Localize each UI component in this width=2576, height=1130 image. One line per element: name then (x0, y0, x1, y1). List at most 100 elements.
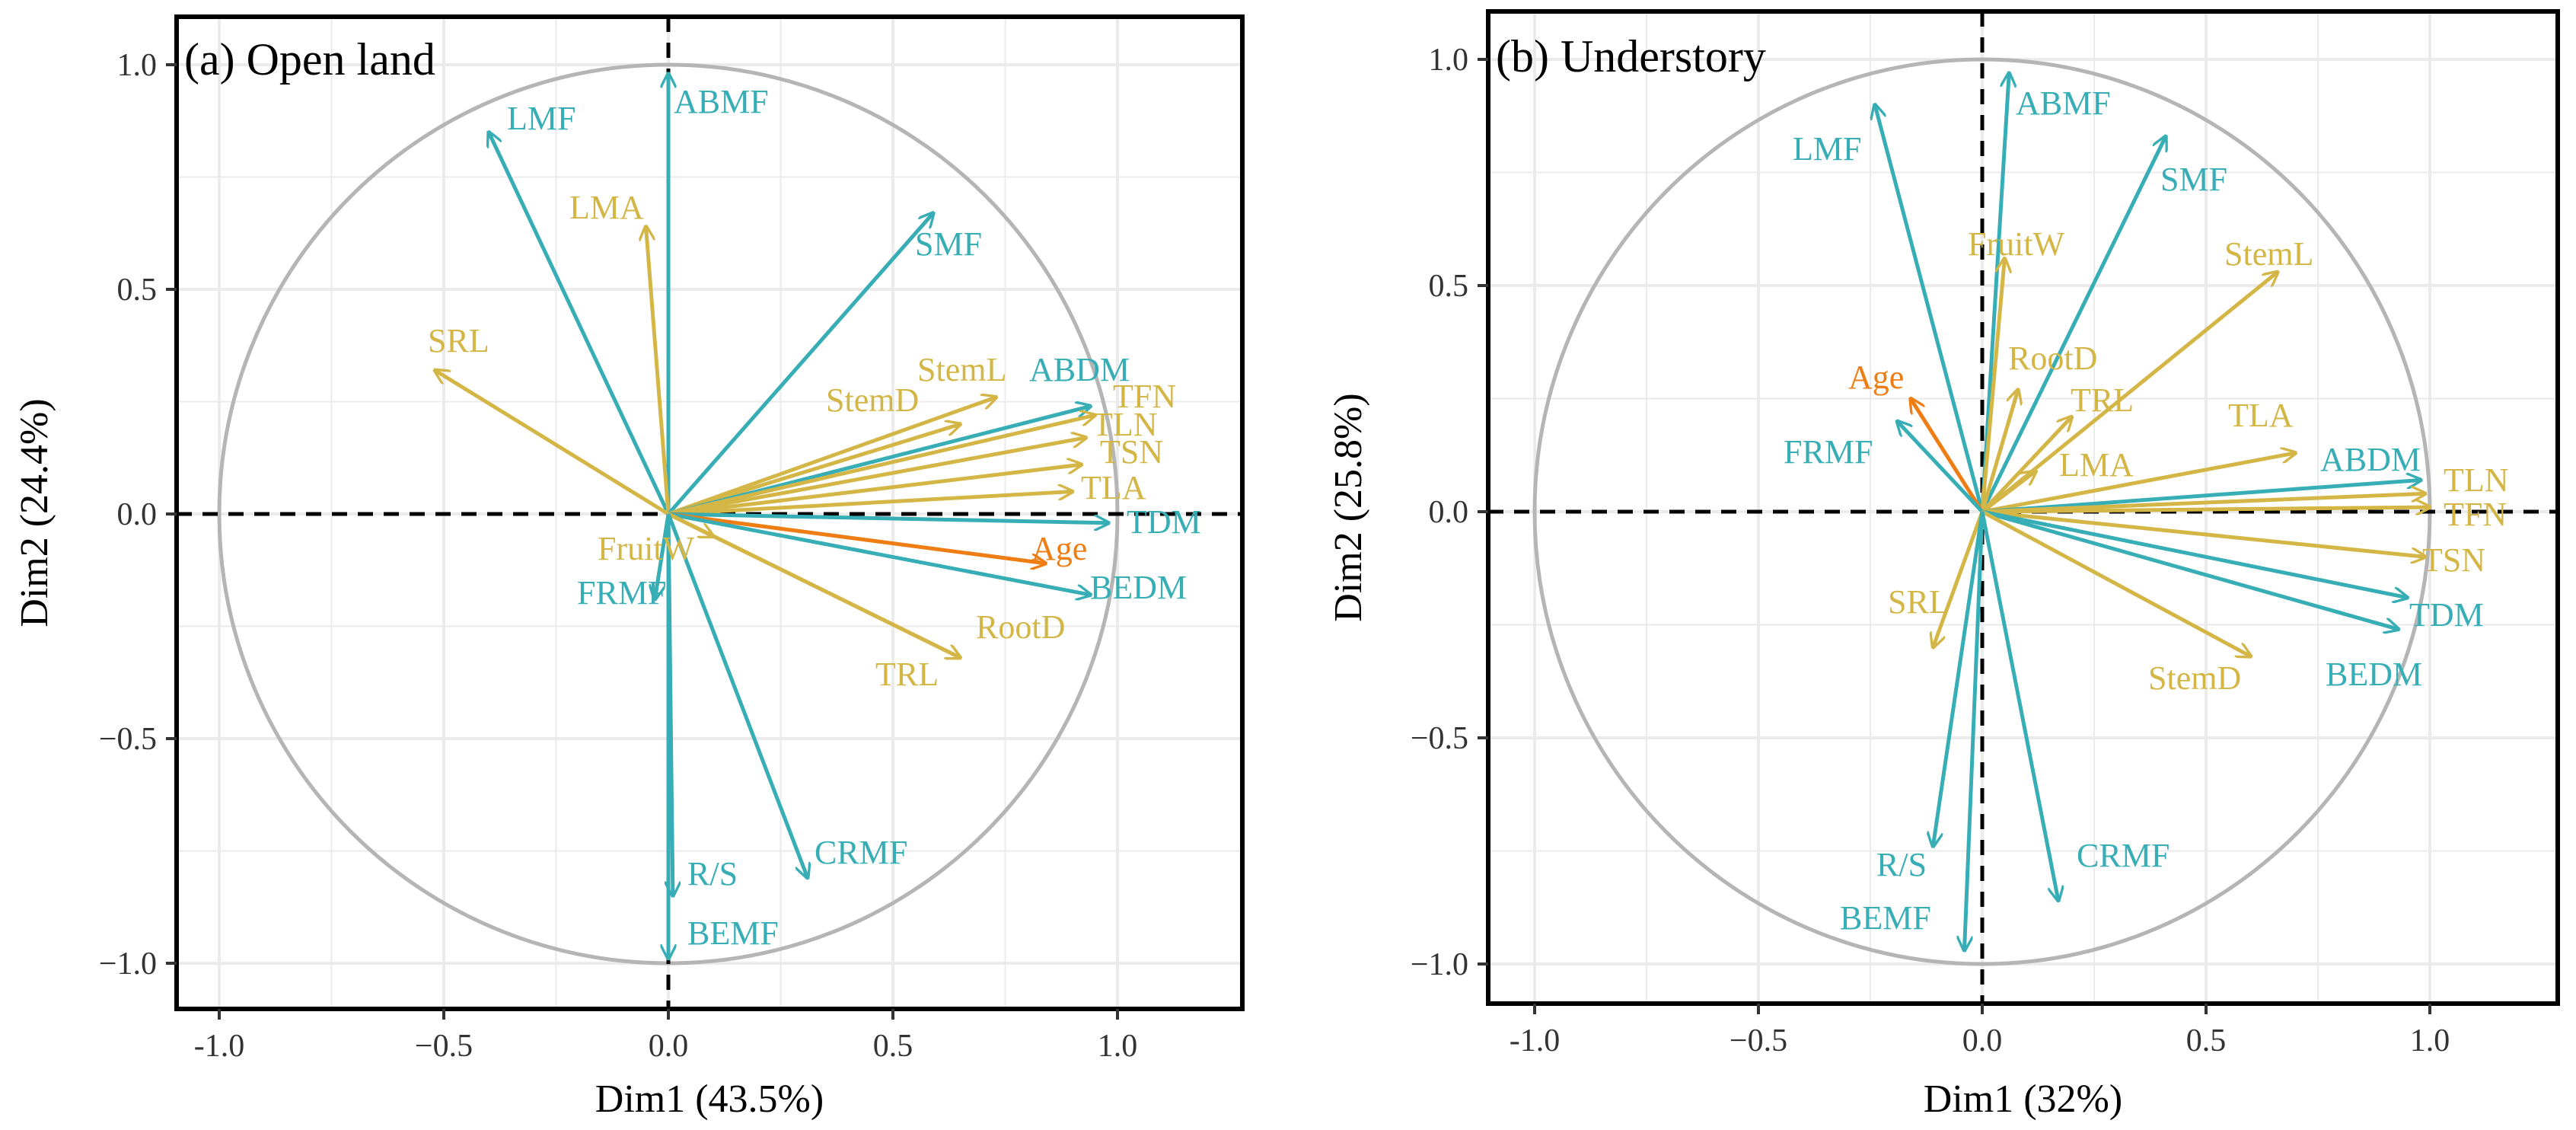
label-tla: TLA (2228, 397, 2294, 434)
label-tln: TLN (1092, 406, 1158, 443)
arrow-tsn (1981, 509, 2425, 557)
x-tick-label: 0.0 (1962, 1023, 2003, 1058)
arrow-tfn (668, 415, 1095, 516)
panel-open-land: ABMFLMFLMASMFSRLStemLStemDABDMTFNTLNTSNT… (13, 14, 1245, 1121)
arrow-stemd (1981, 509, 2251, 656)
label-tfn: TFN (1113, 378, 1176, 415)
arrow-frmf (1897, 421, 1984, 513)
label-tla: TLA (1081, 469, 1146, 506)
y-tick-label: −0.5 (1411, 721, 1468, 756)
arrow-bemf (1964, 511, 1985, 950)
y-tick-label: −0.5 (99, 722, 157, 757)
arrow-frmf (655, 513, 671, 599)
label-tdm: TDM (2409, 596, 2484, 634)
label-abmf: ABMF (2016, 85, 2111, 122)
x-tick-label: −0.5 (415, 1029, 473, 1064)
y-tick-label: 0.5 (117, 273, 158, 308)
label-bedm: BEDM (2326, 656, 2422, 693)
x-tick-label: 1.0 (1098, 1029, 1138, 1064)
panel-title: (b) Understory (1496, 31, 1766, 81)
label-r-s: R/S (687, 855, 738, 892)
arrow-abmf (1980, 73, 2009, 512)
label-age: Age (1031, 530, 1087, 567)
y-tick-label: 1.0 (1429, 43, 1469, 78)
label-tfn: TFN (2444, 496, 2507, 533)
label-tdm: TDM (1127, 503, 1201, 541)
arrow-age (1911, 399, 1985, 513)
arrow-tln (1981, 493, 2425, 514)
arrow-r-s (1933, 511, 1985, 847)
label-srl: SRL (1888, 583, 1950, 621)
arrow-tfn (1981, 507, 2430, 512)
label-bedm: BEDM (1090, 569, 1187, 606)
x-axis-title: Dim1 (43.5%) (595, 1077, 824, 1121)
arrow-fruitw (667, 512, 713, 537)
arrow-bedm (668, 512, 1091, 595)
arrow-lmf (1875, 104, 1985, 512)
arrow-rootd (1980, 390, 2018, 512)
y-tick-label: 0.0 (117, 497, 158, 532)
label-crmf: CRMF (2077, 837, 2170, 874)
label-bemf: BEMF (687, 915, 779, 952)
label-lmf: LMF (1793, 130, 1861, 168)
label-frmf: FRMF (577, 574, 666, 611)
arrow-tla (1981, 453, 2296, 514)
label-lma: LMA (569, 189, 644, 226)
label-tsn: TSN (1100, 433, 1163, 471)
label-fruitw: FruitW (1968, 225, 2065, 263)
label-rootd: RootD (2008, 340, 2097, 377)
label-rootd: RootD (976, 608, 1065, 646)
label-fruitw: FruitW (598, 530, 695, 567)
label-lma: LMA (2059, 446, 2134, 484)
label-stemd: StemD (2148, 659, 2241, 697)
arrow-srl (435, 370, 670, 516)
label-tln: TLN (2444, 461, 2509, 499)
arrow-crmf (666, 513, 808, 878)
label-crmf: CRMF (815, 834, 907, 871)
arrow-tln (668, 438, 1086, 516)
label-trl: TRL (2071, 381, 2134, 419)
arrow-smf (1980, 136, 2166, 513)
x-tick-label: 0.5 (873, 1029, 913, 1064)
y-tick-label: 1.0 (117, 48, 158, 83)
label-steml: StemL (2224, 235, 2313, 273)
label-r-s: R/S (1876, 846, 1927, 883)
arrow-fruitw (1980, 258, 2004, 512)
arrow-crmf (1980, 511, 2058, 901)
arrow-stemd (668, 424, 961, 516)
label-tsn: TSN (2422, 541, 2485, 579)
y-tick-label: 0.5 (1429, 269, 1469, 304)
label-srl: SRL (428, 322, 489, 359)
label-smf: SMF (915, 225, 982, 263)
arrow-smf (667, 213, 933, 516)
arrow-steml (668, 397, 996, 516)
arrow-lma (1981, 471, 2036, 513)
label-abdm: ABDM (1029, 351, 1130, 388)
arrow-lma (646, 226, 671, 515)
label-frmf: FRMF (1784, 433, 1873, 471)
x-tick-label: 1.0 (2410, 1023, 2450, 1058)
x-tick-label: 0.0 (649, 1029, 689, 1064)
panel-title: (a) Open land (184, 34, 435, 85)
y-axis-title: Dim2 (25.8%) (1327, 393, 1370, 621)
arrow-tla (668, 492, 1073, 516)
label-abmf: ABMF (674, 83, 769, 120)
x-tick-label: -1.0 (194, 1029, 245, 1064)
label-steml: StemL (917, 351, 1006, 388)
arrow-tdm (668, 512, 1108, 523)
label-lmf: LMF (507, 100, 575, 137)
panel-understory: ABMF LMF SMF FruitW StemL Age RootD TRL TLA LMA FR… (1327, 9, 2560, 1121)
y-tick-label: −1.0 (99, 946, 157, 982)
arrow-lmf (489, 132, 671, 516)
arrow-abdm (1981, 480, 2421, 514)
x-axis-title: Dim1 (32%) (1924, 1077, 2122, 1121)
arrow-age (668, 512, 1046, 563)
arrow-srl (1933, 511, 1985, 647)
x-tick-label: -1.0 (1510, 1023, 1561, 1058)
label-smf: SMF (2160, 161, 2227, 198)
arrow-bedm (1981, 509, 2399, 629)
label-stemd: StemD (826, 381, 919, 419)
y-axis-title: Dim2 (24.4%) (13, 398, 56, 627)
label-trl: TRL (875, 656, 939, 693)
